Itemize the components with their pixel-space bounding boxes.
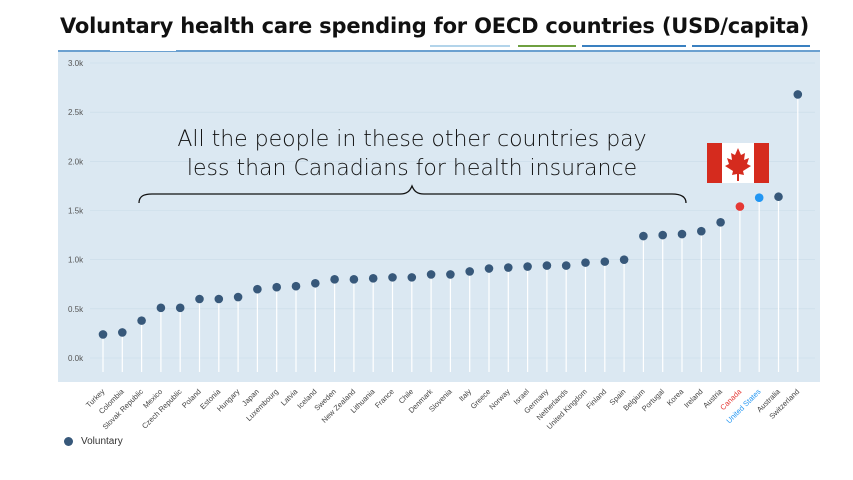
y-tick-label: 3.0k [68, 59, 84, 68]
top-tab-3 [518, 45, 576, 47]
annotation-line-1: All the people in these other countries … [177, 127, 646, 152]
stems [102, 94, 799, 372]
data-point[interactable] [774, 192, 783, 202]
data-point[interactable] [311, 278, 320, 288]
data-point[interactable] [697, 226, 706, 236]
data-point[interactable] [677, 229, 687, 239]
data-point[interactable] [561, 261, 571, 270]
plot-background [58, 52, 820, 382]
data-point[interactable] [619, 255, 629, 264]
x-tick-label: Finland [584, 387, 608, 411]
legend-label: Voluntary [81, 436, 123, 447]
data-point[interactable] [291, 281, 301, 291]
data-point[interactable] [272, 282, 282, 292]
data-point[interactable] [581, 258, 590, 267]
data-point[interactable] [253, 284, 262, 294]
top-tab-4 [582, 45, 686, 47]
data-point[interactable] [754, 193, 764, 203]
data-point[interactable] [118, 328, 127, 337]
data-point[interactable] [504, 263, 513, 272]
data-point[interactable] [195, 294, 204, 304]
legend[interactable]: Voluntary [64, 436, 123, 447]
data-point[interactable] [523, 262, 532, 271]
data-point[interactable] [639, 231, 648, 241]
y-axis: 0.0k 0.5k 1.0k 1.5k 2.0k 2.5k 3.0k [68, 59, 815, 363]
data-point[interactable] [233, 292, 243, 302]
data-point[interactable] [426, 270, 436, 279]
data-point[interactable] [735, 202, 745, 211]
y-tick-label: 2.5k [68, 108, 84, 117]
y-tick-label: 1.5k [68, 207, 84, 216]
data-point[interactable] [407, 273, 417, 282]
data-point[interactable] [388, 273, 397, 282]
x-tick-label: France [373, 387, 396, 410]
data-point[interactable] [98, 330, 108, 339]
data-point[interactable] [446, 270, 455, 279]
data-point[interactable] [793, 90, 803, 99]
x-tick-label: Ireland [682, 387, 705, 410]
data-point[interactable] [175, 303, 185, 313]
legend-marker-icon [64, 437, 73, 446]
top-tab-1 [110, 47, 176, 51]
top-tab-2 [430, 45, 510, 47]
data-point[interactable] [484, 264, 494, 273]
canada-flag-icon [707, 143, 769, 183]
top-tab-5 [692, 45, 810, 47]
x-tick-label: Norway [487, 387, 512, 412]
data-point[interactable] [368, 274, 378, 283]
data-point[interactable] [156, 303, 166, 313]
data-points [98, 90, 803, 339]
annotation-brace [138, 184, 687, 204]
chart-title: Voluntary health care spending for OECD … [60, 14, 809, 38]
data-point[interactable] [716, 218, 725, 227]
y-tick-label: 0.5k [68, 305, 84, 314]
data-point[interactable] [542, 261, 552, 270]
y-tick-label: 1.0k [68, 256, 84, 265]
data-point[interactable] [349, 275, 359, 284]
y-tick-label: 2.0k [68, 157, 84, 166]
annotation-line-2: less than Canadians for health insurance [187, 156, 637, 181]
data-point[interactable] [465, 267, 475, 276]
x-tick-label: Italy [457, 387, 473, 403]
y-tick-label: 0.0k [68, 354, 84, 363]
data-point[interactable] [330, 275, 339, 284]
data-point[interactable] [600, 257, 610, 266]
data-point[interactable] [214, 294, 224, 304]
data-point[interactable] [137, 316, 146, 325]
data-point[interactable] [658, 230, 667, 240]
